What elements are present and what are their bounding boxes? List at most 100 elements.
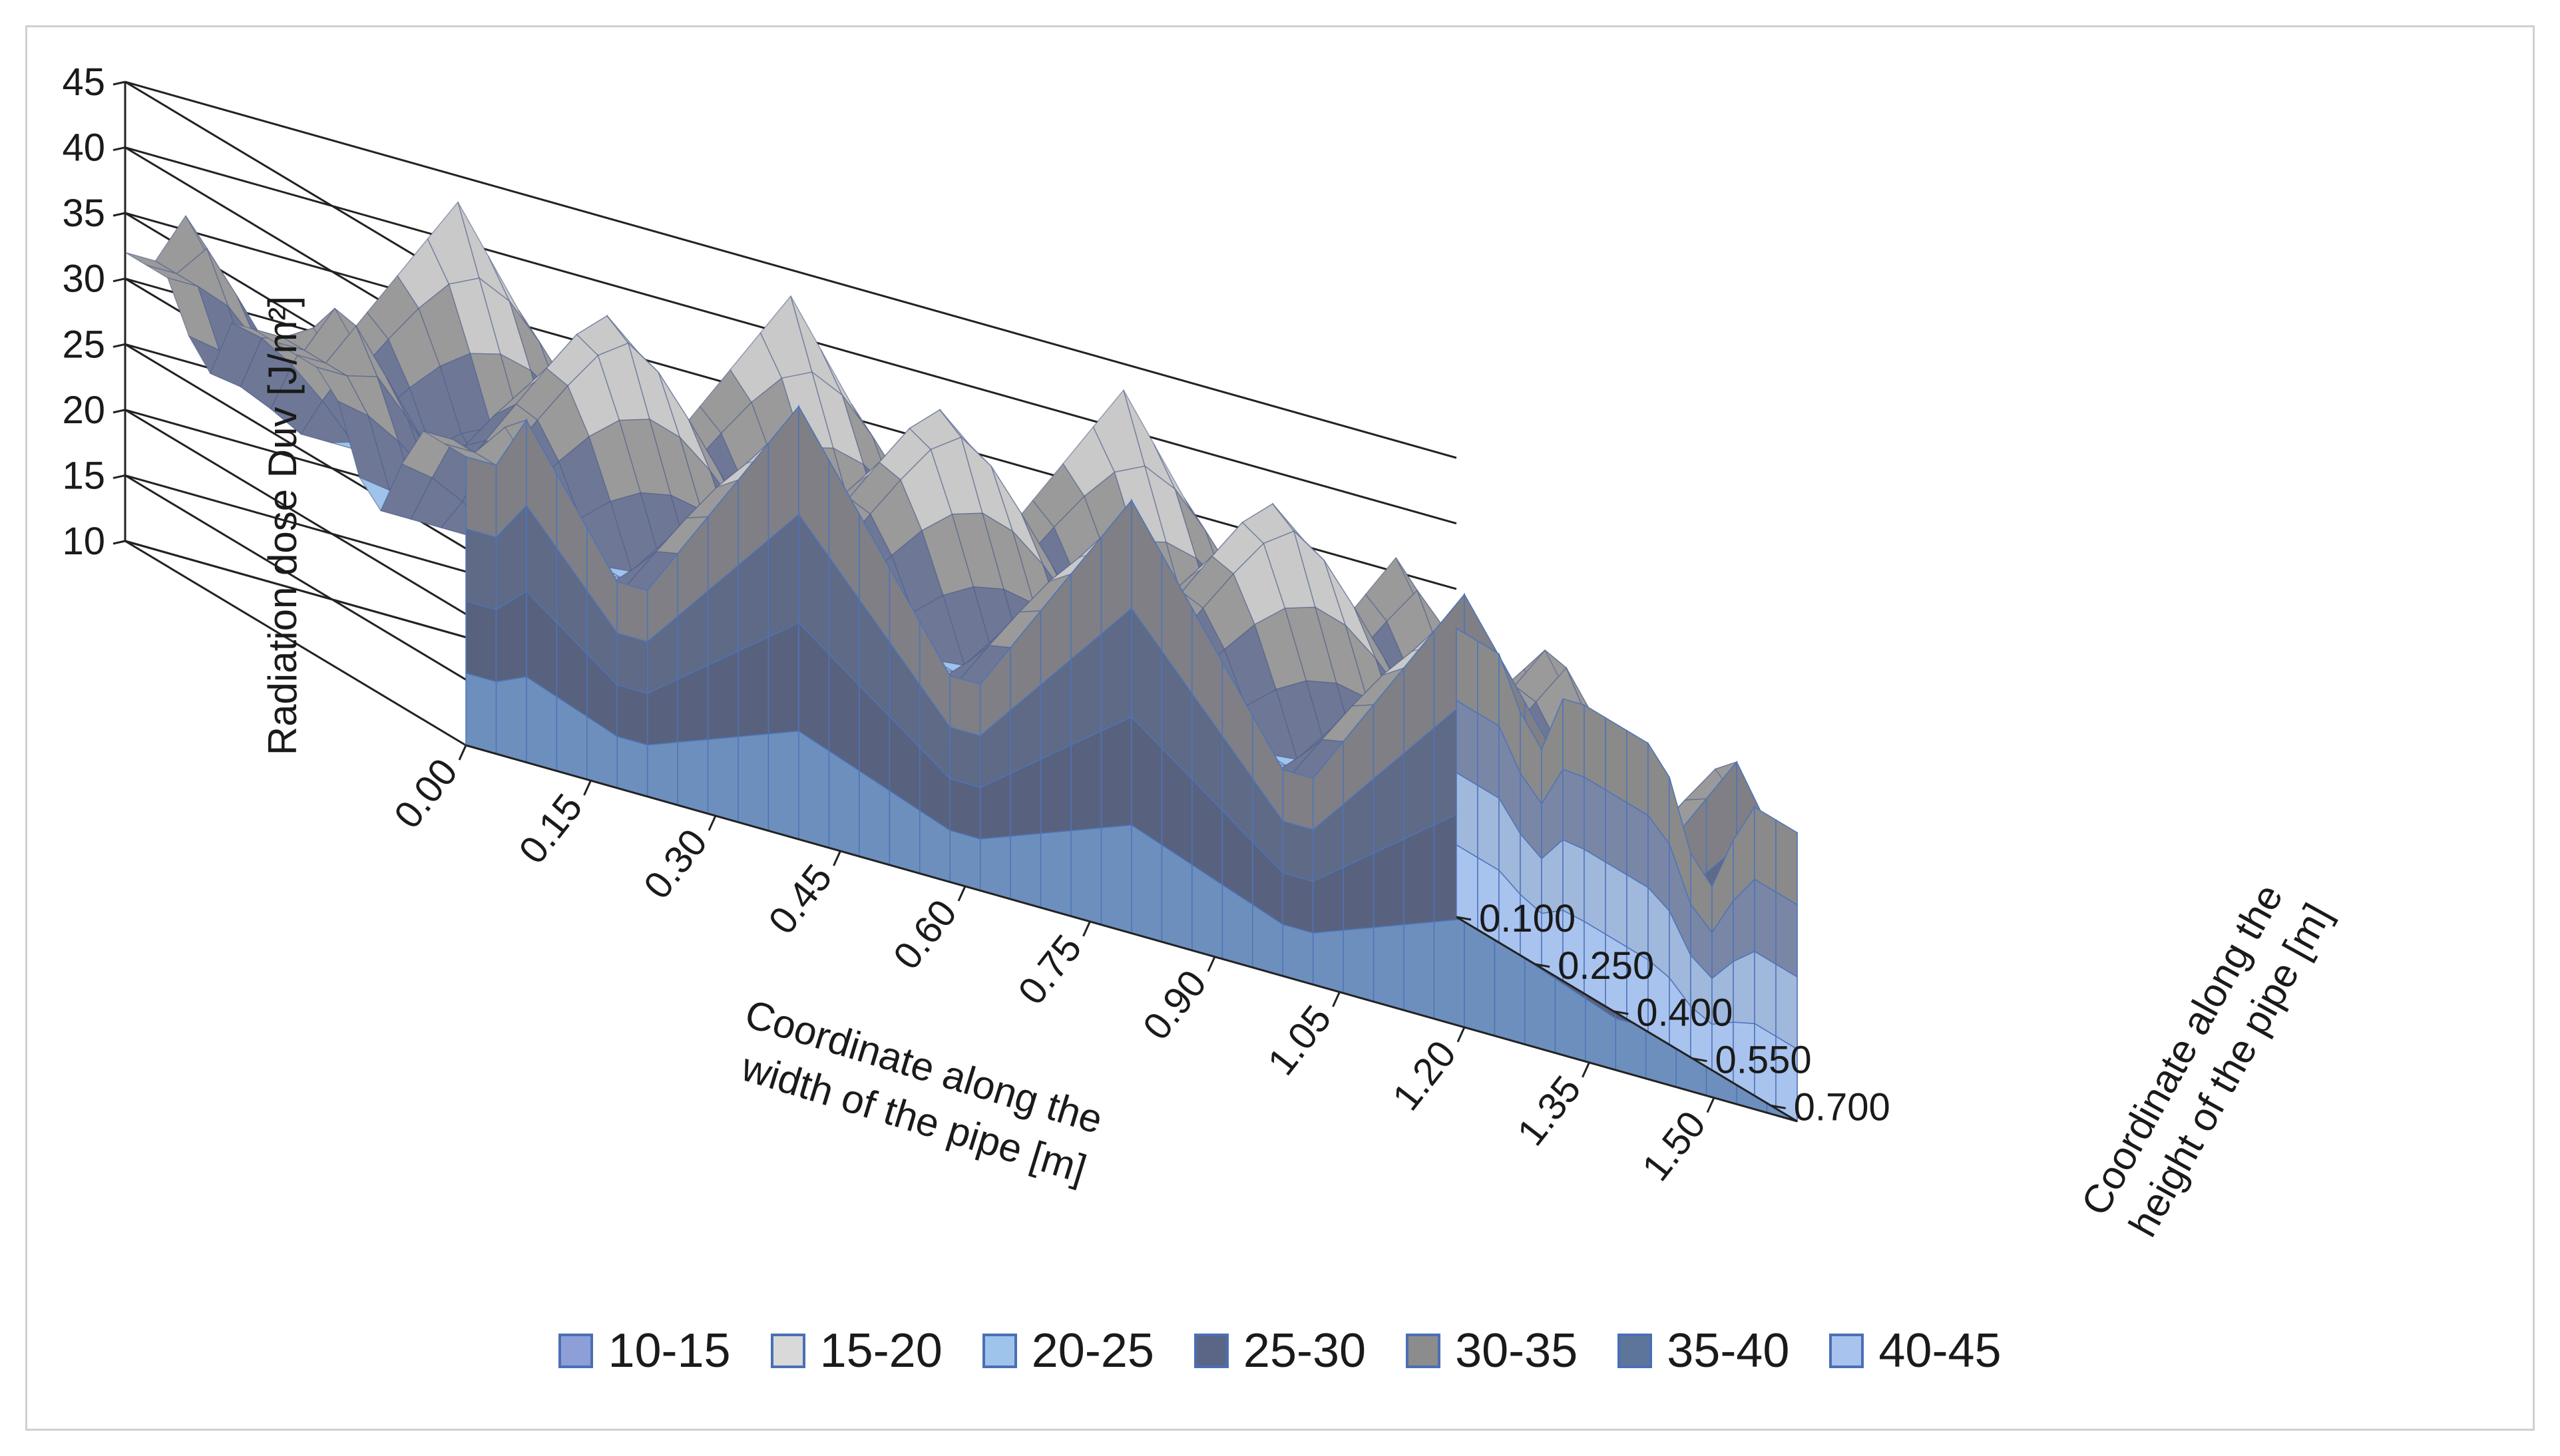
right-skirt-cell — [1456, 627, 1478, 715]
z-tick-mark — [112, 540, 126, 545]
right-skirt-cell — [1775, 819, 1798, 906]
right-skirt-cell — [1605, 717, 1627, 804]
y-axis-title: Coordinate along the height of the pipe … — [2073, 867, 2342, 1248]
z-tick-mark — [112, 277, 126, 283]
front-skirt-cell — [738, 636, 769, 737]
front-skirt-cell — [949, 829, 981, 892]
z-tick-mark — [112, 146, 126, 152]
front-skirt-cell — [767, 622, 799, 735]
legend: 10-15 15-20 20-25 25-30 30-35 35-40 40-45 — [0, 1314, 2560, 1387]
axes — [465, 744, 1798, 1123]
front-skirt-cell — [738, 733, 769, 832]
front-skirt-cell — [616, 581, 648, 643]
right-skirt-cell — [1456, 699, 1478, 787]
x-tick-label: 0.60 — [885, 892, 966, 978]
front-skirt-cell — [1403, 824, 1435, 926]
x-tick-label: 0.15 — [511, 786, 591, 872]
z-tick-mark — [112, 409, 126, 414]
front-skirt-cell — [495, 676, 527, 763]
y-tick-label: 0.400 — [1636, 992, 1733, 1035]
x-tick-mark — [1207, 956, 1216, 972]
front-skirt-cell — [949, 726, 981, 789]
surface-mesh — [124, 201, 1798, 1123]
z-tick-label: 20 — [62, 389, 105, 432]
right-skirt-cell — [1733, 950, 1755, 1025]
right-skirt-cell — [1456, 771, 1478, 859]
front-skirt-cell — [616, 735, 648, 797]
z-axis-title: Radiation dose Duv [J/m²] — [260, 296, 305, 755]
right-skirt-cell — [1754, 806, 1777, 893]
y-tick-label: 0.100 — [1479, 897, 1576, 940]
z-axis-ticks: 10 15 20 25 30 35 40 45 — [62, 61, 126, 563]
y-tick-mark — [1456, 916, 1472, 921]
y-tick-mark — [1534, 963, 1550, 968]
right-skirt-cell — [1626, 801, 1649, 889]
right-skirt-cell — [1605, 861, 1627, 948]
front-skirt-cell — [465, 672, 497, 755]
legend-swatch — [558, 1334, 594, 1368]
legend-label: 10-15 — [608, 1324, 731, 1377]
legend-label: 20-25 — [1031, 1324, 1154, 1377]
legend-label: 15-20 — [819, 1324, 943, 1377]
front-floor-edges — [465, 744, 1798, 1123]
front-skirt-cell — [465, 528, 497, 610]
x-tick-mark — [833, 850, 841, 866]
right-skirt-cell — [1626, 729, 1649, 817]
legend-swatch — [1406, 1334, 1441, 1368]
right-skirt-cell — [1605, 789, 1627, 876]
right-skirt-cell — [1477, 784, 1500, 872]
front-skirt-cell — [1070, 730, 1102, 832]
z-tick-label: 40 — [62, 126, 105, 170]
front-skirt-cell — [707, 650, 739, 741]
front-skirt-cell — [1282, 769, 1314, 830]
front-skirt-cell — [1100, 824, 1132, 934]
right-skirt-cell — [1477, 640, 1500, 727]
right-skirt-cell — [1562, 769, 1585, 850]
front-skirt-cell — [1343, 926, 1375, 1003]
right-skirt-cell — [1754, 950, 1777, 1037]
legend-item: 40-45 — [1829, 1324, 2002, 1378]
legend-swatch — [1193, 1334, 1229, 1368]
front-skirt-cell — [1282, 820, 1314, 882]
x-tick-mark — [957, 886, 966, 902]
y-tick-mark — [1692, 1057, 1707, 1063]
front-skirt-cell — [979, 835, 1011, 900]
y-tick-label: 0.550 — [1715, 1039, 1811, 1082]
front-skirt-cell — [1010, 758, 1042, 837]
front-skirt-cell — [1312, 929, 1344, 994]
front-skirt-cell — [1040, 830, 1072, 917]
front-skirt-cell — [1282, 924, 1314, 986]
legend-item: 10-15 — [558, 1324, 731, 1378]
right-skirt-cell — [1584, 776, 1606, 863]
front-skirt-cell — [949, 778, 981, 840]
x-tick-mark — [1082, 921, 1091, 937]
x-tick-mark — [1456, 1027, 1466, 1043]
x-tick-mark — [583, 780, 592, 796]
front-skirt-cell — [1070, 827, 1102, 926]
x-tick-label: 1.20 — [1385, 1033, 1465, 1119]
z-tick-label: 45 — [62, 61, 105, 104]
y-tick-label: 0.250 — [1558, 944, 1654, 988]
z-tick-label: 15 — [62, 454, 105, 497]
front-skirt-cell — [1131, 824, 1163, 943]
x-tick-mark — [1582, 1062, 1590, 1078]
x-tick-mark — [1706, 1097, 1715, 1113]
legend-label: 40-45 — [1878, 1324, 2002, 1377]
x-tick-label: 0.30 — [636, 821, 716, 907]
legend-item: 15-20 — [770, 1324, 943, 1378]
legend-label: 30-35 — [1455, 1324, 1578, 1377]
front-skirt-cell — [798, 730, 830, 849]
legend-label: 25-30 — [1243, 1324, 1367, 1377]
right-skirt-cell — [1775, 963, 1798, 1050]
legend-swatch — [1617, 1334, 1653, 1368]
front-skirt-cell — [616, 684, 648, 746]
x-axis-title: Coordinate along the width of the pipe [… — [725, 991, 1118, 1194]
x-tick-label: 1.35 — [1509, 1068, 1590, 1154]
right-skirt-cell — [1775, 891, 1798, 978]
front-skirt-cell — [1282, 872, 1314, 934]
front-skirt-cell — [465, 456, 497, 538]
x-tick-label: 0.00 — [386, 751, 467, 836]
right-skirt-cell — [1584, 704, 1606, 791]
